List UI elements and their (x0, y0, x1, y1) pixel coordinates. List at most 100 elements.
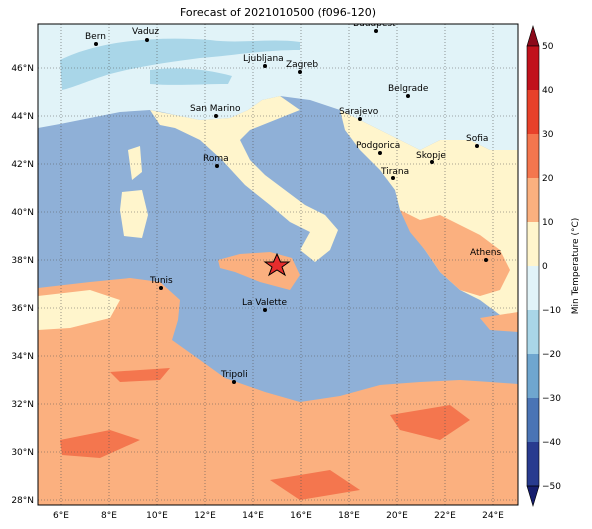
svg-text:Tirana: Tirana (380, 167, 409, 177)
star-marker-icon (263, 252, 291, 277)
africa-warm-patch-2 (60, 430, 140, 458)
colorbar: 50 40 30 20 10 0 −10 −20 −30 −40 −50 Min… (526, 24, 581, 508)
colorbar-ticks: 50 40 30 20 10 0 −10 −20 −30 −40 −50 (542, 42, 561, 492)
city-zagreb: Zagreb (286, 60, 318, 74)
svg-text:Belgrade: Belgrade (388, 84, 429, 94)
city-ljubljana: Ljubljana (243, 54, 284, 68)
africa-warm-patch-4 (270, 470, 360, 500)
svg-text:28°N: 28°N (11, 496, 34, 506)
land-tunisia-yellow (38, 290, 120, 330)
svg-text:18°E: 18°E (338, 511, 360, 521)
city-tunis: Tunis (149, 276, 173, 290)
svg-text:40°N: 40°N (11, 208, 34, 218)
city-sofia: Sofia (466, 134, 488, 148)
colorbar-segments (527, 46, 539, 486)
map-frame (37, 23, 519, 506)
city-roma: Roma (203, 154, 229, 168)
svg-text:38°N: 38°N (11, 256, 34, 266)
svg-text:La Valette: La Valette (242, 298, 287, 308)
svg-text:−40: −40 (542, 438, 561, 448)
svg-text:16°E: 16°E (290, 511, 312, 521)
africa-warm-patch (110, 368, 170, 382)
colorbar-label: Min Temperature (°C) (571, 218, 581, 315)
svg-text:Sarajevo: Sarajevo (339, 107, 379, 117)
svg-text:8°E: 8°E (101, 511, 117, 521)
svg-text:Budapest: Budapest (353, 19, 396, 29)
colorbar-segment (527, 178, 539, 222)
svg-text:42°N: 42°N (11, 160, 34, 170)
svg-text:10°E: 10°E (146, 511, 168, 521)
svg-text:30°N: 30°N (11, 448, 34, 458)
city-tirana: Tirana (380, 167, 409, 180)
svg-text:40: 40 (542, 86, 554, 96)
city-markers: Bern Vaduz Budapest Ljubljana Zagreb Bel… (85, 19, 501, 384)
svg-text:Athens: Athens (470, 248, 501, 258)
svg-text:30: 30 (542, 130, 554, 140)
land-italy (150, 96, 338, 262)
colorbar-segment (527, 442, 539, 486)
svg-text:Vaduz: Vaduz (132, 27, 159, 37)
land-sardinia (120, 190, 148, 238)
city-la-valette: La Valette (242, 298, 287, 312)
alps-cold-band (60, 38, 300, 90)
city-belgrade: Belgrade (388, 84, 429, 98)
svg-text:−20: −20 (542, 350, 561, 360)
svg-text:24°E: 24°E (482, 511, 504, 521)
y-axis-ticks: 46°N 44°N 42°N 40°N 38°N 36°N 34°N 32°N … (11, 64, 34, 506)
x-axis-ticks: 6°E 8°E 10°E 12°E 14°E 16°E 18°E 20°E 22… (53, 511, 504, 521)
svg-text:Sofia: Sofia (466, 134, 488, 144)
land-greece-orange (400, 210, 510, 296)
svg-text:−30: −30 (542, 394, 561, 404)
city-vaduz: Vaduz (132, 27, 159, 42)
svg-text:−50: −50 (542, 482, 561, 492)
svg-text:12°E: 12°E (194, 511, 216, 521)
colorbar-segment (527, 222, 539, 266)
africa-warm-patch-3 (390, 405, 470, 440)
svg-text:0: 0 (542, 262, 548, 272)
map-title: Forecast of 2021010500 (f096-120) (179, 6, 377, 19)
svg-text:San Marino: San Marino (190, 104, 241, 114)
colorbar-segment (527, 398, 539, 442)
city-sarajevo: Sarajevo (339, 107, 379, 121)
svg-text:20°E: 20°E (386, 511, 408, 521)
city-podgorica: Podgorica (356, 141, 400, 155)
colorbar-segment (527, 310, 539, 354)
svg-text:50: 50 (542, 42, 554, 52)
city-skopje: Skopje (416, 151, 446, 164)
svg-text:44°N: 44°N (11, 112, 34, 122)
svg-text:22°E: 22°E (434, 511, 456, 521)
city-tripoli: Tripoli (220, 370, 248, 384)
gridlines (38, 24, 518, 505)
land-north-africa (38, 278, 518, 505)
colorbar-segment (527, 266, 539, 310)
svg-text:Skopje: Skopje (416, 151, 446, 161)
colorbar-segment (527, 46, 539, 90)
svg-text:Bern: Bern (85, 32, 106, 42)
colorbar-bottom-extend (526, 485, 540, 508)
svg-text:46°N: 46°N (11, 64, 34, 74)
svg-text:6°E: 6°E (53, 511, 69, 521)
svg-text:Zagreb: Zagreb (286, 60, 318, 70)
svg-text:36°N: 36°N (11, 304, 34, 314)
svg-text:Ljubljana: Ljubljana (243, 54, 284, 64)
svg-text:Tripoli: Tripoli (220, 370, 248, 380)
svg-text:34°N: 34°N (11, 352, 34, 362)
svg-text:10: 10 (542, 218, 554, 228)
svg-text:Podgorica: Podgorica (356, 141, 400, 151)
svg-text:14°E: 14°E (242, 511, 264, 521)
city-budapest: Budapest (353, 19, 396, 33)
colorbar-segment (527, 134, 539, 178)
alps-cold-band-2 (150, 68, 232, 85)
land-turkey-orange (480, 312, 518, 332)
city-athens: Athens (470, 248, 501, 262)
city-san-marino: San Marino (190, 104, 241, 118)
colorbar-top-extend (526, 24, 540, 47)
colorbar-segment (527, 354, 539, 398)
svg-text:Roma: Roma (203, 154, 229, 164)
city-bern: Bern (85, 32, 106, 46)
land-corsica (128, 146, 142, 180)
colorbar-segment (527, 90, 539, 134)
svg-text:20: 20 (542, 174, 554, 184)
svg-text:32°N: 32°N (11, 400, 34, 410)
